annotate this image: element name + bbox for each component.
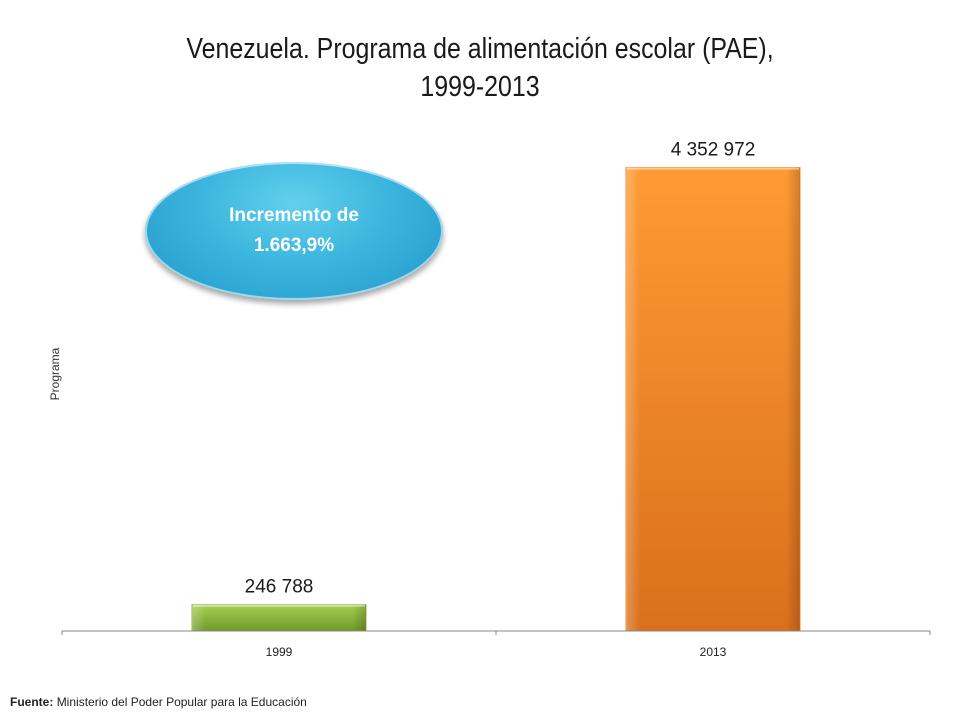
source-label: Fuente: (10, 695, 54, 709)
increase-annotation-line-1: Incremento de (229, 205, 359, 226)
data-label-1999: 246 788 (245, 577, 314, 598)
bar-shading-1999 (192, 604, 366, 631)
source-note: Fuente: Ministerio del Poder Popular par… (10, 695, 307, 709)
chart-title-line-1: Venezuela. Programa de alimentación esco… (186, 33, 774, 65)
increase-annotation-line-2: 1.663,9% (253, 235, 335, 256)
chart-title-line-2: 1999-2013 (420, 71, 540, 103)
bar-shading-2013 (626, 167, 800, 632)
x-tick-label-1999: 1999 (266, 645, 293, 659)
y-axis-label: Programa (48, 347, 62, 401)
bar-highlight-2013 (627, 167, 799, 170)
source-text: Ministerio del Poder Popular para la Edu… (56, 695, 307, 709)
increase-annotation-text: Incremento de 1.663,9% (194, 201, 394, 261)
increase-annotation-bubble: Incremento de 1.663,9% (145, 162, 443, 300)
bar-highlight-1999 (193, 604, 365, 607)
chart-title: Venezuela. Programa de alimentación esco… (119, 30, 841, 106)
data-label-2013: 4 352 972 (671, 140, 756, 161)
x-tick-label-2013: 2013 (700, 645, 727, 659)
